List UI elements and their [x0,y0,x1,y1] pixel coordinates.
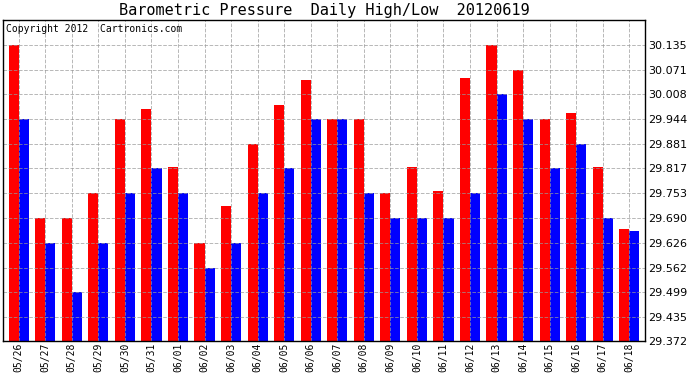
Bar [523,119,533,342]
Bar [550,168,560,342]
Bar [204,268,215,342]
Bar [72,292,82,342]
Bar [35,218,46,342]
Bar [178,194,188,342]
Bar [566,113,576,342]
Bar [257,194,268,342]
Bar [337,119,347,342]
Bar [497,94,506,342]
Bar [470,194,480,342]
Bar [221,206,231,342]
Bar [593,167,603,342]
Bar [61,218,72,342]
Bar [231,243,241,342]
Bar [248,144,257,342]
Bar [407,167,417,342]
Bar [274,105,284,342]
Bar [301,80,310,342]
Bar [168,167,178,342]
Bar [513,70,523,342]
Bar [141,109,151,342]
Bar [619,230,629,342]
Title: Barometric Pressure  Daily High/Low  20120619: Barometric Pressure Daily High/Low 20120… [119,3,529,18]
Text: Copyright 2012  Cartronics.com: Copyright 2012 Cartronics.com [6,24,182,33]
Bar [540,119,550,342]
Bar [460,78,470,342]
Bar [46,243,55,342]
Bar [284,168,294,342]
Bar [195,243,204,342]
Bar [391,218,400,342]
Bar [115,119,125,342]
Bar [603,218,613,342]
Bar [151,168,161,342]
Bar [380,194,391,342]
Bar [310,119,321,342]
Bar [417,218,427,342]
Bar [8,45,19,342]
Bar [354,119,364,342]
Bar [364,194,374,342]
Bar [19,119,29,342]
Bar [88,194,99,342]
Bar [125,194,135,342]
Bar [433,190,444,342]
Bar [99,243,108,342]
Bar [444,218,453,342]
Bar [486,45,497,342]
Bar [327,119,337,342]
Bar [629,231,640,342]
Bar [576,144,586,342]
